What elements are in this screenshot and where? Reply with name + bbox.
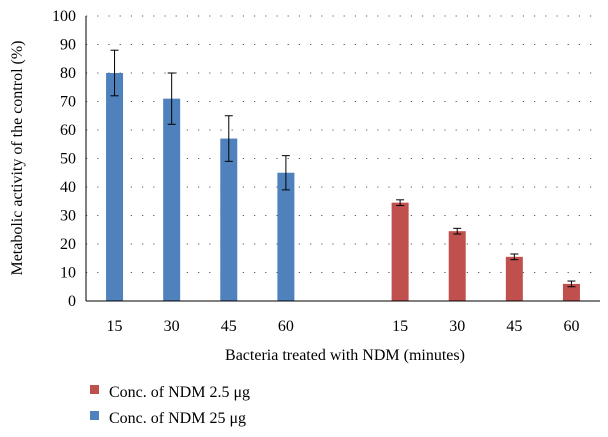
bar (391, 202, 409, 301)
y-tick-label: 70 (60, 94, 76, 111)
legend: Conc. of NDM 2.5 μg Conc. of NDM 25 μg (90, 384, 250, 427)
x-tick-label: 15 (392, 318, 408, 335)
y-tick-label: 30 (60, 208, 76, 225)
axes (85, 16, 600, 302)
y-tick-label: 0 (68, 293, 76, 310)
x-tick-label: 15 (107, 318, 123, 335)
bar (163, 98, 181, 302)
x-tick-label: 30 (164, 318, 180, 335)
y-axis-title: Metabolic activity of the control (%) (9, 40, 26, 275)
error-bars (110, 49, 576, 288)
grid-lines (86, 15, 600, 273)
bar (448, 231, 466, 301)
bar (106, 73, 124, 301)
legend-swatch (90, 411, 99, 420)
x-tick-label: 45 (221, 318, 237, 335)
x-tick-label: 60 (563, 318, 579, 335)
legend-label: Conc. of NDM 2.5 μg (109, 384, 250, 401)
y-tick-label: 100 (52, 8, 76, 25)
y-tick-labels: 0 10 20 30 40 50 60 70 80 90 100 (52, 8, 76, 310)
y-tick-label: 50 (60, 151, 76, 168)
bars (106, 73, 580, 302)
bar (277, 172, 295, 301)
x-tick-label: 30 (449, 318, 465, 335)
x-tick-labels: 15 30 45 60 15 30 45 60 (107, 318, 580, 335)
x-tick-label: 60 (278, 318, 294, 335)
bar (505, 256, 523, 301)
y-tick-label: 40 (60, 179, 76, 196)
y-tick-label: 90 (60, 37, 76, 54)
bar (562, 283, 580, 301)
legend-label: Conc. of NDM 25 μg (109, 410, 246, 427)
y-tick-label: 60 (60, 122, 76, 139)
x-axis-title: Bacteria treated with NDM (minutes) (225, 347, 465, 364)
y-tick-label: 10 (60, 265, 76, 282)
bar (220, 138, 238, 301)
legend-swatch (90, 385, 99, 394)
x-tick-label: 45 (506, 318, 522, 335)
y-tick-label: 80 (60, 65, 76, 82)
y-tick-label: 20 (60, 236, 76, 253)
